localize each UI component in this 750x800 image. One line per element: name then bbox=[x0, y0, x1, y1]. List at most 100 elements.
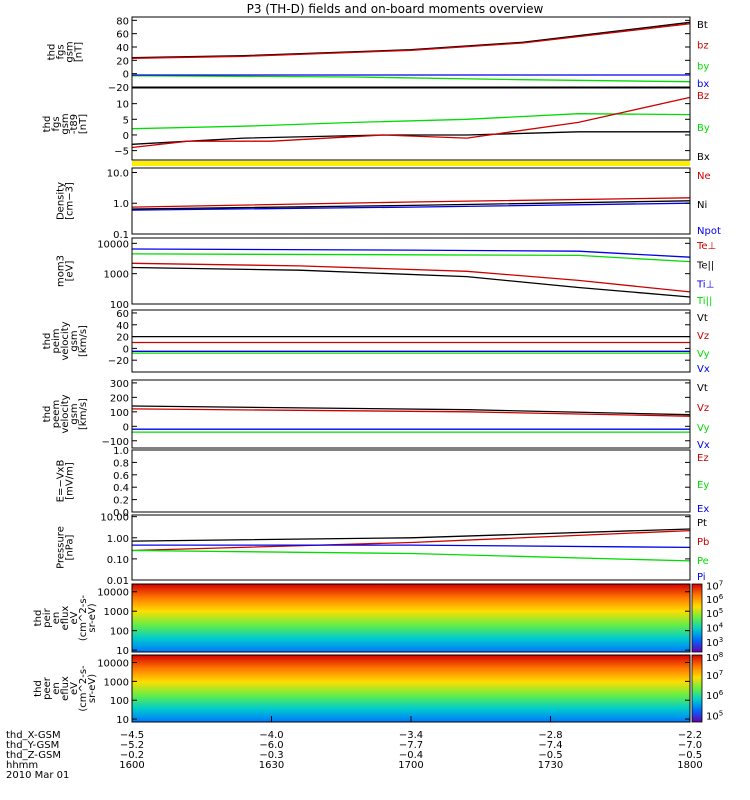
series-line bbox=[131, 549, 691, 562]
footer-value: 1600 bbox=[119, 760, 144, 771]
series-line bbox=[131, 21, 691, 59]
colorbar-exponent: 7 bbox=[719, 669, 723, 677]
y-tick-label: 1.00 bbox=[107, 534, 129, 545]
footer-value: −7.7 bbox=[399, 740, 423, 751]
series-line bbox=[131, 528, 691, 542]
legend-item: Pi bbox=[697, 572, 706, 583]
y-axis-label: [nT] bbox=[74, 42, 85, 62]
legend-item: Te⊥ bbox=[696, 241, 716, 252]
y-tick-label: 100 bbox=[110, 408, 129, 419]
footer-value: −2.8 bbox=[538, 730, 562, 741]
y-axis-label: peim bbox=[51, 328, 62, 353]
footer-value: −7.0 bbox=[678, 740, 702, 751]
colorbar-tick: 108 bbox=[706, 651, 723, 664]
spectrogram-10 bbox=[132, 655, 690, 722]
colorbar-exponent: 5 bbox=[719, 709, 723, 717]
y-tick-label: 0 bbox=[123, 70, 129, 81]
legend-item: Ex bbox=[697, 504, 709, 515]
y-tick-label: 10 bbox=[116, 100, 129, 111]
y-tick-label: 10.00 bbox=[100, 513, 129, 524]
colorbar-exponent: 4 bbox=[719, 622, 724, 630]
y-axis-label: sr-eV) bbox=[87, 674, 98, 703]
legend-item: Pt bbox=[697, 518, 707, 529]
y-tick-label: 20 bbox=[116, 333, 129, 344]
footer-label: 2010 Mar 01 bbox=[6, 770, 69, 781]
footer-value: −6.0 bbox=[259, 740, 283, 751]
footer-value: −0.2 bbox=[120, 750, 144, 761]
series-line bbox=[131, 529, 691, 552]
footer-value: −7.4 bbox=[538, 740, 562, 751]
colorbar-tick: 105 bbox=[706, 709, 723, 722]
legend-item: Ti⊥ bbox=[696, 280, 714, 291]
colorbar-tick: 107 bbox=[706, 579, 723, 592]
colorbar-tick: 106 bbox=[706, 689, 724, 702]
y-tick-label: −20 bbox=[108, 356, 129, 367]
y-tick-label: 100 bbox=[110, 627, 129, 638]
footer-value: 1630 bbox=[259, 760, 284, 771]
footer-label: hhmm bbox=[6, 760, 38, 771]
series-line bbox=[131, 202, 691, 211]
footer-label: thd_Y-GSM bbox=[6, 740, 59, 751]
panel-4: mom3[eV] bbox=[56, 237, 691, 305]
colorbar-9 bbox=[691, 583, 703, 653]
footer-value: −0.5 bbox=[538, 750, 562, 761]
legend-item: Vy bbox=[697, 423, 710, 434]
panel-8: Pressure[nPa] bbox=[56, 514, 691, 581]
footer-value: 1730 bbox=[538, 760, 563, 771]
footer-value: 1800 bbox=[677, 760, 702, 771]
legend-item: By bbox=[697, 123, 710, 134]
y-axis-label: (cm^2-s- bbox=[78, 665, 89, 712]
legend-item: Vx bbox=[697, 440, 710, 451]
colorbar-tick: 104 bbox=[706, 622, 724, 635]
y-tick-label: 10.0 bbox=[107, 168, 129, 179]
panel-frame bbox=[131, 237, 691, 305]
y-tick-label: 0.1 bbox=[113, 230, 129, 241]
y-axis-label: thd bbox=[47, 44, 58, 61]
panel-3: Density[cm−3] bbox=[56, 167, 691, 235]
series-line bbox=[131, 23, 691, 59]
colorbar-tick: 105 bbox=[706, 607, 723, 620]
y-axis-label: mom3 bbox=[56, 255, 67, 287]
colorbar-10 bbox=[691, 654, 703, 723]
colorbar-tick: 107 bbox=[706, 669, 723, 682]
spectrogram-9 bbox=[132, 584, 690, 652]
y-axis-label: [nT] bbox=[78, 114, 89, 134]
panel-frame bbox=[131, 167, 691, 235]
y-tick-label: 10 bbox=[116, 715, 129, 726]
series-line bbox=[131, 197, 691, 208]
legend-item: Vx bbox=[697, 364, 710, 375]
y-tick-label: 20 bbox=[116, 56, 129, 67]
y-tick-label: 300 bbox=[110, 379, 129, 390]
colorbar-exponent: 3 bbox=[719, 636, 723, 644]
footer-value: −2.2 bbox=[678, 730, 702, 741]
legend-item: bx bbox=[697, 79, 709, 90]
y-tick-label: 100 bbox=[110, 300, 129, 311]
colorbar-exponent: 5 bbox=[719, 607, 723, 615]
y-tick-label: 0.8 bbox=[113, 458, 129, 469]
legend-item: Bt bbox=[697, 20, 708, 31]
series-line bbox=[131, 96, 691, 149]
y-axis-label: (cm^2-s- bbox=[78, 594, 89, 641]
legend-item: Vz bbox=[697, 331, 709, 342]
footer-label: thd_Z-GSM bbox=[6, 750, 61, 761]
y-tick-label: 200 bbox=[110, 393, 129, 404]
y-axis-label: peem bbox=[51, 400, 62, 428]
legend-item: Bz bbox=[697, 91, 709, 102]
footer-value: −0.3 bbox=[259, 750, 283, 761]
colorbar-tick: 103 bbox=[706, 636, 723, 649]
y-axis-label: peir bbox=[42, 607, 53, 627]
footer-value: −4.0 bbox=[259, 730, 283, 741]
y-axis-label: thd bbox=[33, 610, 44, 627]
y-axis-label: eflux bbox=[60, 676, 71, 701]
y-axis-label: [km/s] bbox=[78, 398, 89, 430]
y-tick-label: 0 bbox=[123, 344, 129, 355]
y-axis-label: eflux bbox=[60, 606, 71, 631]
y-axis-label: gsm bbox=[65, 41, 76, 62]
series-line bbox=[131, 200, 691, 210]
y-tick-label: 1000 bbox=[104, 677, 129, 688]
y-axis-label: [nPa] bbox=[65, 534, 76, 560]
panel-frame bbox=[131, 514, 691, 581]
